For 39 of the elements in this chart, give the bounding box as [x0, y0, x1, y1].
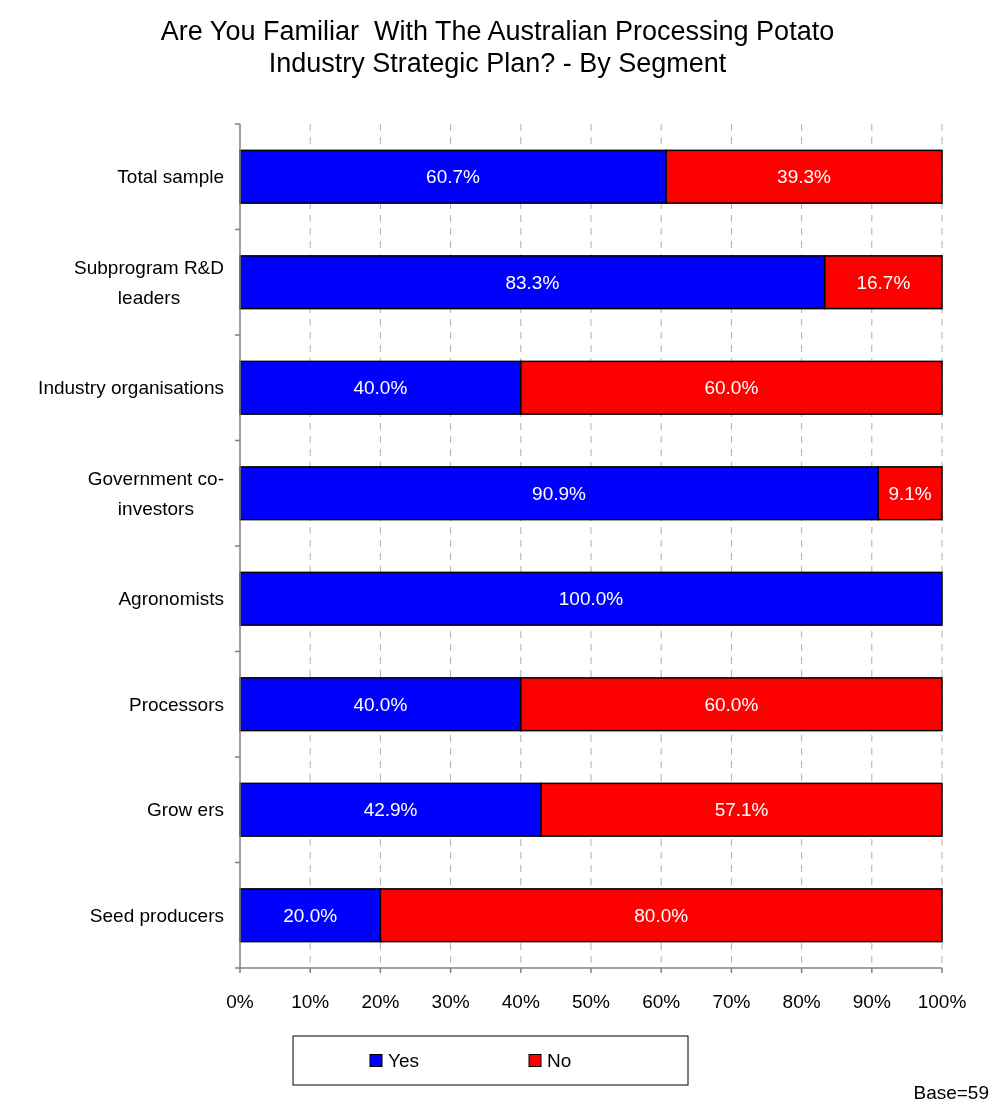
data-label: 40.0%	[353, 377, 408, 399]
x-tick-label: 60%	[642, 991, 681, 1012]
x-tick-label: 70%	[712, 991, 751, 1012]
y-tick-label: Processors	[128, 693, 224, 715]
x-tick-label: 0%	[226, 991, 254, 1012]
bar	[239, 571, 943, 626]
x-tick-label: 30%	[431, 991, 470, 1012]
y-tick-label: Industry organisations	[38, 377, 224, 399]
data-label: 100.0%	[558, 588, 624, 610]
data-label: 60.0%	[704, 693, 759, 715]
x-tick-label: 10%	[291, 991, 330, 1012]
x-tick-label: 100%	[917, 991, 967, 1012]
x-tick-label: 20%	[361, 991, 400, 1012]
x-tick-label: 80%	[782, 991, 821, 1012]
y-tick-label: Subprogram R&D leaders	[74, 256, 224, 308]
data-label: 39.3%	[777, 166, 832, 188]
y-tick-label: Government co- investors	[87, 467, 225, 519]
data-label: 83.3%	[505, 271, 560, 293]
data-label: 90.9%	[532, 482, 587, 504]
y-tick-label: Agronomists	[118, 588, 225, 610]
y-tick-label: Total sample	[117, 166, 225, 188]
data-label: 80.0%	[634, 904, 689, 926]
x-tick-label: 50%	[571, 991, 611, 1012]
y-tick-label: Grow ers	[146, 799, 225, 821]
data-label: 40.0%	[353, 693, 408, 715]
data-label: 60.0%	[704, 377, 759, 399]
chart-title: Are You Familiar With The Australian Processing Potato Industry Strategic Plan? - By Segment	[160, 16, 835, 78]
y-tick-label: Seed producers	[89, 904, 225, 926]
legend-label: Yes	[388, 1050, 419, 1072]
data-label: 9.1%	[888, 482, 932, 504]
data-label: 42.9%	[363, 799, 418, 821]
data-label: 60.7%	[426, 166, 481, 188]
data-label: 16.7%	[856, 271, 911, 293]
x-tick-label: 40%	[501, 991, 540, 1012]
legend-label: No	[547, 1050, 572, 1072]
data-label: 57.1%	[714, 799, 769, 821]
text: Base=59	[913, 1082, 989, 1103]
data-label: 20.0%	[283, 904, 338, 926]
x-tick-label: 90%	[852, 991, 891, 1012]
